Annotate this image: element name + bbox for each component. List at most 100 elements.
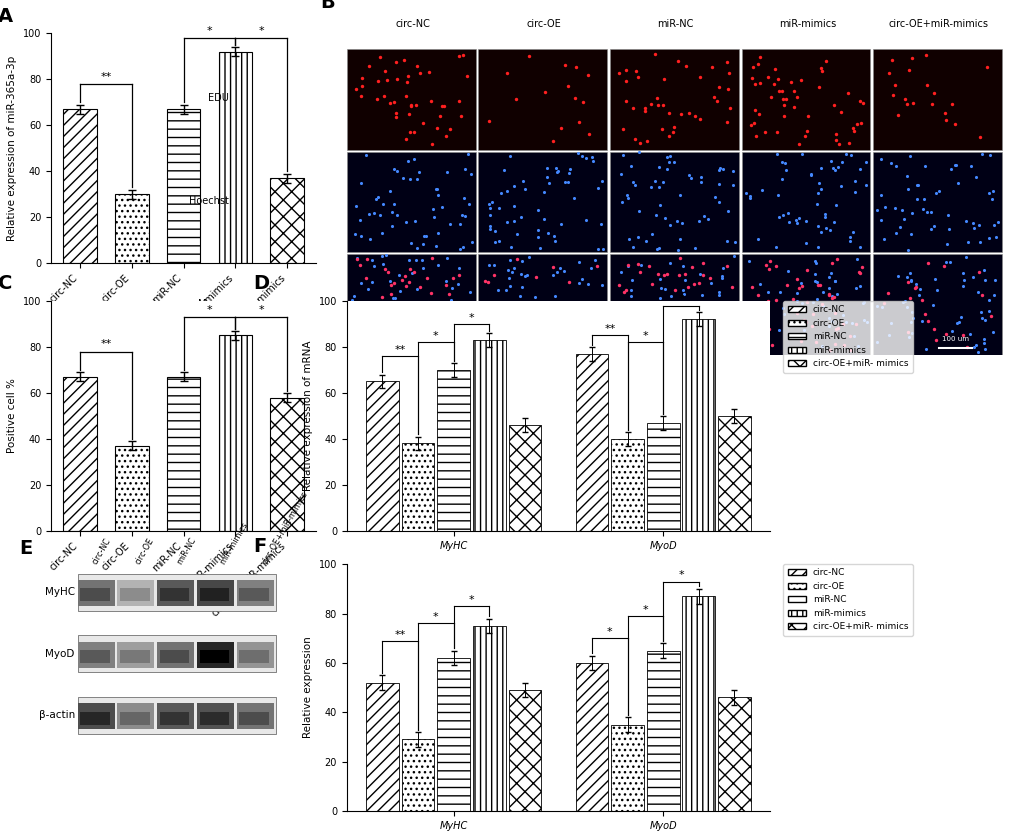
Point — [896, 295, 912, 308]
Point — [643, 227, 659, 241]
Text: Merge: Merge — [198, 298, 228, 308]
Point — [374, 290, 390, 303]
Point — [461, 197, 477, 211]
Point — [942, 256, 958, 269]
Point — [817, 54, 834, 68]
Point — [788, 306, 804, 319]
Point — [669, 309, 686, 323]
Bar — [160, 711, 190, 725]
Point — [556, 59, 573, 72]
Point — [685, 278, 701, 291]
Point — [501, 279, 518, 293]
Point — [416, 319, 432, 333]
Point — [615, 286, 632, 299]
Point — [648, 242, 664, 255]
Point — [843, 149, 859, 162]
Bar — [63, 110, 97, 263]
Point — [658, 162, 675, 176]
Point — [362, 232, 378, 246]
Point — [682, 171, 698, 185]
Point — [826, 274, 843, 288]
Bar — [437, 658, 470, 811]
Point — [802, 167, 818, 181]
Point — [725, 329, 741, 342]
Bar — [437, 370, 470, 531]
Point — [803, 320, 819, 334]
Bar — [575, 354, 607, 531]
Point — [855, 314, 871, 327]
Point — [691, 70, 707, 84]
Point — [839, 86, 855, 99]
Point — [354, 296, 370, 309]
Point — [850, 266, 866, 279]
Point — [690, 277, 706, 290]
Point — [774, 209, 791, 222]
Point — [370, 74, 386, 88]
Point — [492, 186, 508, 200]
Point — [938, 237, 955, 251]
Point — [768, 147, 785, 161]
Point — [749, 288, 765, 302]
Bar — [872, 48, 1001, 150]
Bar — [81, 589, 110, 601]
Bar — [200, 650, 229, 663]
Point — [377, 248, 393, 262]
Point — [975, 336, 991, 349]
Point — [702, 272, 718, 285]
Point — [409, 59, 425, 73]
Point — [936, 255, 953, 268]
Point — [415, 116, 431, 130]
Point — [441, 217, 458, 231]
Point — [450, 49, 467, 63]
Point — [516, 270, 532, 283]
Point — [721, 338, 738, 351]
Point — [542, 314, 558, 328]
Point — [751, 278, 767, 291]
Point — [964, 270, 980, 283]
Point — [874, 232, 891, 246]
Point — [409, 329, 425, 342]
Point — [445, 299, 462, 313]
Point — [751, 50, 767, 64]
Point — [352, 258, 368, 272]
Point — [898, 169, 914, 182]
Bar — [741, 254, 869, 355]
Point — [667, 215, 684, 228]
Point — [983, 325, 1000, 339]
Point — [901, 267, 917, 280]
Legend: circ-NC, circ-OE, miR-NC, miR-mimics, circ-OE+miR- mimics: circ-NC, circ-OE, miR-NC, miR-mimics, ci… — [783, 563, 912, 636]
Point — [406, 335, 422, 349]
Point — [531, 241, 547, 254]
Point — [353, 89, 369, 103]
Point — [673, 217, 689, 230]
Text: Hoechst: Hoechst — [189, 196, 228, 206]
Point — [580, 127, 596, 140]
Point — [651, 198, 667, 212]
Point — [784, 317, 800, 330]
Point — [841, 234, 857, 247]
Point — [851, 279, 867, 293]
Point — [808, 293, 824, 306]
Point — [385, 197, 401, 211]
Point — [637, 101, 653, 115]
Point — [944, 98, 960, 111]
Point — [793, 296, 809, 309]
Point — [922, 222, 938, 235]
Point — [391, 284, 408, 298]
Point — [705, 90, 721, 104]
Point — [713, 271, 730, 284]
Point — [614, 123, 631, 136]
Point — [588, 298, 604, 311]
Point — [378, 308, 394, 321]
Point — [794, 147, 810, 161]
Point — [923, 298, 940, 311]
Point — [974, 263, 990, 277]
Point — [650, 242, 666, 255]
Bar — [218, 52, 252, 263]
Point — [916, 308, 932, 321]
Point — [780, 264, 796, 278]
Point — [587, 253, 603, 267]
Point — [837, 315, 853, 329]
Bar — [197, 703, 233, 729]
Text: *: * — [433, 612, 438, 622]
